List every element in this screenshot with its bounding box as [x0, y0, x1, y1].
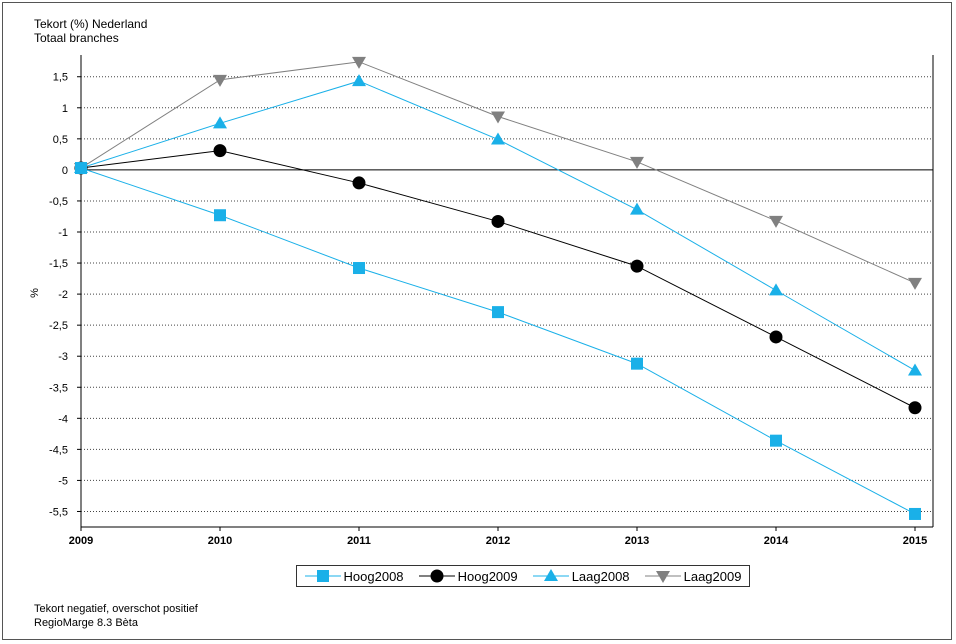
x-tick-label: 2015: [903, 535, 927, 547]
data-point-hoog2008: [631, 357, 643, 370]
series-line-hoog2009: [80, 150, 916, 409]
y-tick-label: -5: [58, 475, 68, 487]
grid-lines: [80, 55, 934, 528]
data-point-laag2009: [630, 156, 644, 169]
data-point-laag2009: [908, 277, 922, 290]
y-tick-label: -4: [58, 413, 68, 425]
y-tick-label: 0: [62, 165, 68, 177]
legend-swatch: [532, 569, 569, 581]
data-point-laag2008: [769, 283, 783, 296]
y-tick-label: -5,5: [49, 506, 68, 518]
data-point-hoog2009: [630, 259, 644, 273]
data-point-laag2008: [630, 202, 644, 215]
series-line-laag2009: [80, 61, 916, 284]
data-point-hoog2009: [213, 144, 227, 158]
chart-title: Tekort (%) Nederland: [34, 17, 148, 31]
y-tick-label: -3,5: [49, 382, 68, 394]
data-point-laag2008: [352, 74, 366, 87]
legend-label: Laag2008: [571, 568, 630, 584]
legend-swatch: [418, 569, 455, 583]
x-tick-label: 2010: [208, 535, 232, 547]
legend-item: Hoog2009: [418, 568, 518, 584]
y-tick-label: -1: [58, 227, 68, 239]
data-point-hoog2008: [214, 209, 226, 222]
legend-marker: [543, 569, 558, 581]
y-axis-ticks: 1,5 1 0,5 0 -0,5 -1 -1,5 -2 -2,5 -3 -3,5 -4 -4,5 -5 -5…: [49, 72, 81, 518]
footer-version: RegioMarge 8.3 Bèta: [34, 617, 138, 629]
y-axis-label: %: [29, 288, 41, 298]
data-point-laag2008: [491, 132, 505, 145]
y-tick-label: -2,5: [49, 320, 68, 332]
data-point-laag2008: [908, 363, 922, 376]
y-tick-label: -1,5: [49, 258, 68, 270]
data-point-hoog2008: [75, 162, 87, 175]
legend-label: Hoog2008: [343, 568, 404, 584]
data-point-hoog2008: [909, 507, 921, 520]
data-point-hoog2009: [352, 176, 366, 190]
series-group: [74, 56, 922, 520]
legend-marker: [430, 569, 444, 583]
data-point-laag2009: [769, 215, 783, 228]
legend-label: Hoog2009: [457, 568, 518, 584]
legend-label: Laag2009: [683, 568, 742, 584]
x-tick-label: 2009: [69, 535, 93, 547]
y-tick-label: -0,5: [49, 196, 68, 208]
data-point-hoog2008: [770, 434, 782, 447]
legend-item: Hoog2008: [304, 568, 404, 584]
y-tick-label: 0,5: [53, 134, 68, 146]
y-tick-label: 1: [62, 103, 68, 115]
data-point-hoog2008: [492, 306, 504, 319]
data-point-laag2009: [491, 111, 505, 124]
y-tick-label: -4,5: [49, 444, 68, 456]
y-tick-label: -3: [58, 351, 68, 363]
legend-swatch: [304, 570, 341, 582]
data-point-hoog2009: [908, 401, 922, 415]
data-point-hoog2008: [353, 262, 365, 275]
data-point-laag2009: [213, 74, 227, 87]
legend-item: Laag2009: [644, 568, 742, 584]
x-tick-label: 2014: [764, 535, 789, 547]
legend-item: Laag2008: [532, 568, 630, 584]
x-tick-label: 2012: [486, 535, 510, 547]
data-point-hoog2009: [491, 214, 505, 228]
x-axis-ticks: 2009 2010 2011 2012 2013 2014 2015: [69, 527, 927, 547]
chart-subtitle: Totaal branches: [34, 31, 119, 45]
data-point-hoog2009: [769, 330, 783, 344]
legend-marker: [655, 571, 670, 583]
legend: Hoog2008 Hoog2009 Laag2008 Laag2009: [296, 565, 750, 587]
data-point-laag2008: [213, 116, 227, 129]
y-tick-label: -2: [58, 289, 68, 301]
x-tick-label: 2011: [347, 535, 371, 547]
line-chart: 1,5 1 0,5 0 -0,5 -1 -1,5 -2 -2,5 -3 -3,5 -4 -4,5 -5 -5…: [29, 55, 934, 547]
legend-marker: [316, 570, 329, 582]
x-tick-label: 2013: [625, 535, 649, 547]
legend-swatch: [644, 571, 681, 583]
y-tick-label: 1,5: [53, 72, 68, 84]
footer-note: Tekort negatief, overschot positief: [34, 603, 198, 615]
data-point-laag2009: [352, 56, 366, 69]
